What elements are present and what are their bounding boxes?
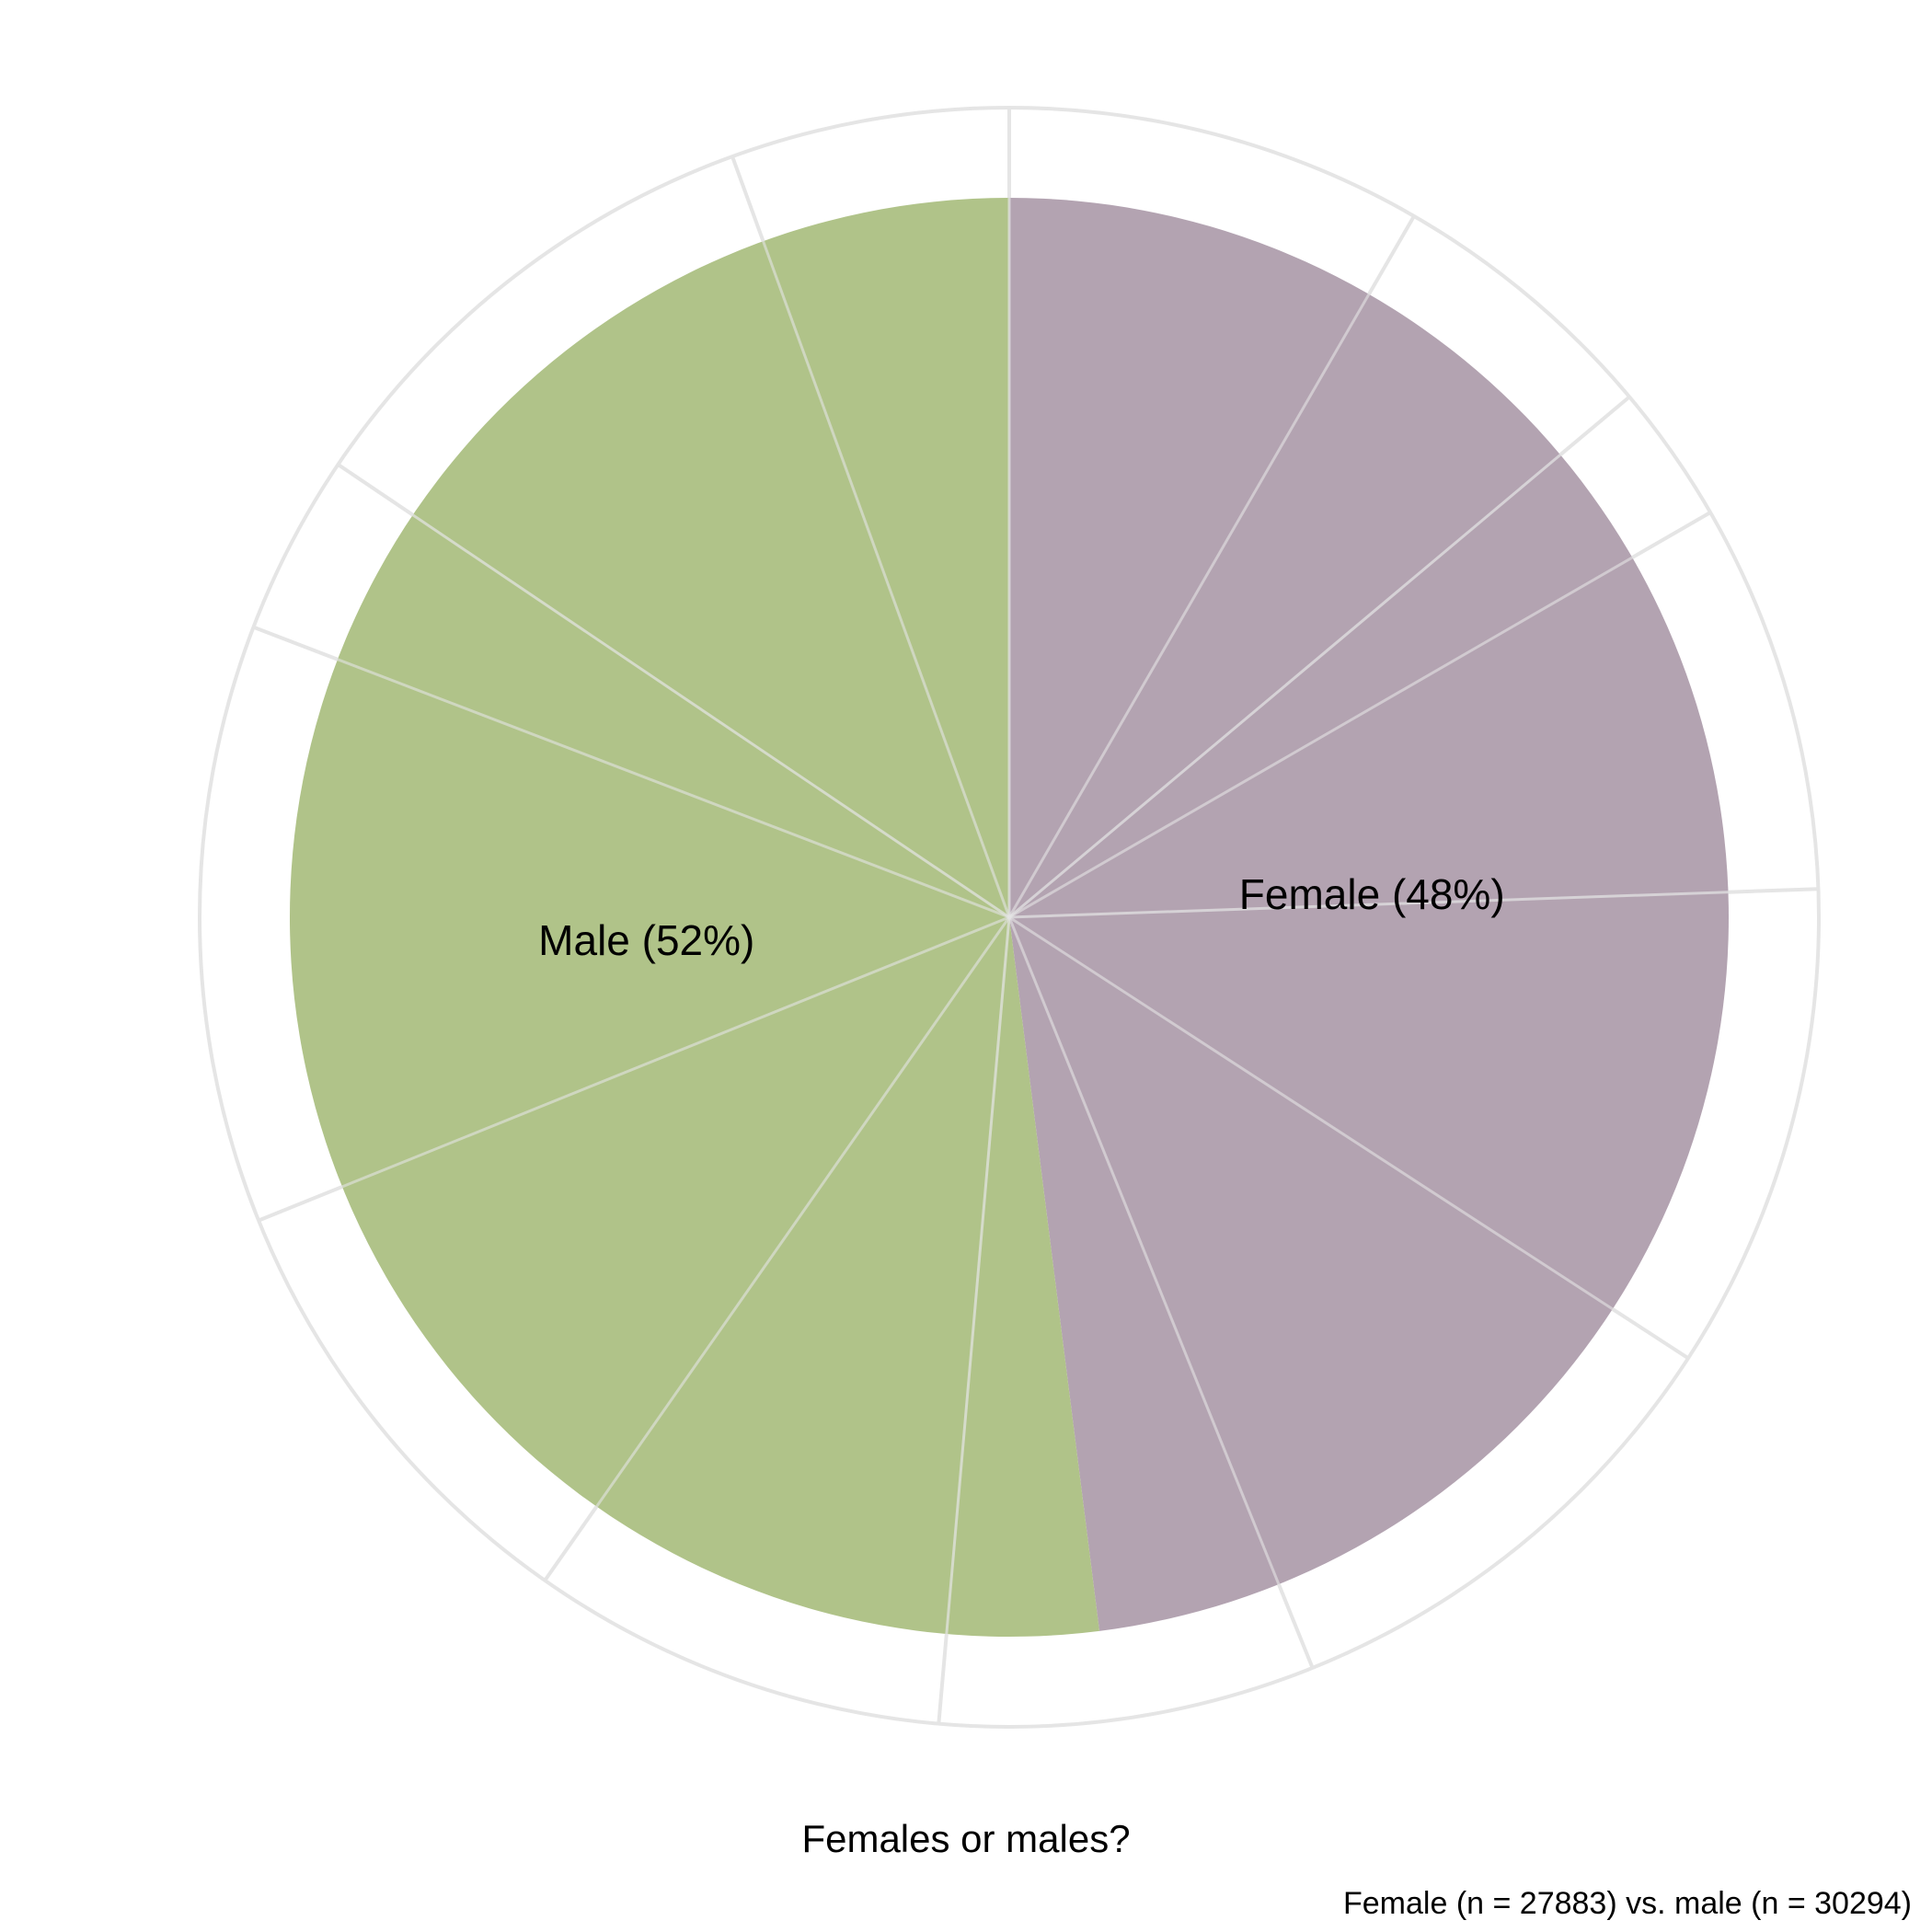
grid-spoke-outer <box>1631 511 1712 559</box>
grid-spoke-outer <box>337 463 414 517</box>
grid-spoke <box>544 916 1011 1581</box>
grid-spoke <box>1007 215 1416 918</box>
grid-spoke-outer <box>543 1505 599 1582</box>
slice-female <box>1009 198 1730 1631</box>
grid-spoke-outer <box>1611 1307 1690 1360</box>
slice-labels: Female (48%) Male (52%) <box>538 870 1504 964</box>
slice-male <box>290 198 1100 1637</box>
grid-spoke-outer <box>258 1185 343 1223</box>
spokes <box>252 108 1819 1724</box>
grid-spoke-outer <box>1277 1583 1315 1669</box>
grid-spoke-outer <box>937 1633 949 1724</box>
grid-spoke-outer <box>730 155 765 242</box>
grid-spoke <box>1007 916 1315 1669</box>
grid-spoke <box>1008 887 1819 919</box>
grid-spoke <box>1008 915 1689 1360</box>
grid-spoke-outer <box>1367 214 1416 295</box>
grid-spoke <box>252 626 1010 919</box>
grid-spoke <box>937 916 1011 1724</box>
slices <box>290 198 1730 1637</box>
grid-spoke <box>337 463 1010 919</box>
grid-spoke-outer <box>1728 887 1819 894</box>
grid-spoke <box>258 915 1010 1223</box>
chart-caption: Female (n = 27883) vs. male (n = 30294) <box>1343 1886 1912 1921</box>
grid-spoke <box>1008 396 1631 919</box>
grid-spoke <box>1008 511 1711 919</box>
slice-label-male: Male (52%) <box>538 916 754 964</box>
grid-spoke-outer <box>1558 395 1631 456</box>
grid-spoke-outer <box>252 625 339 661</box>
slice-label-female: Female (48%) <box>1239 870 1505 918</box>
grid-spoke <box>730 155 1011 918</box>
chart-title: Females or males? <box>801 1817 1131 1860</box>
